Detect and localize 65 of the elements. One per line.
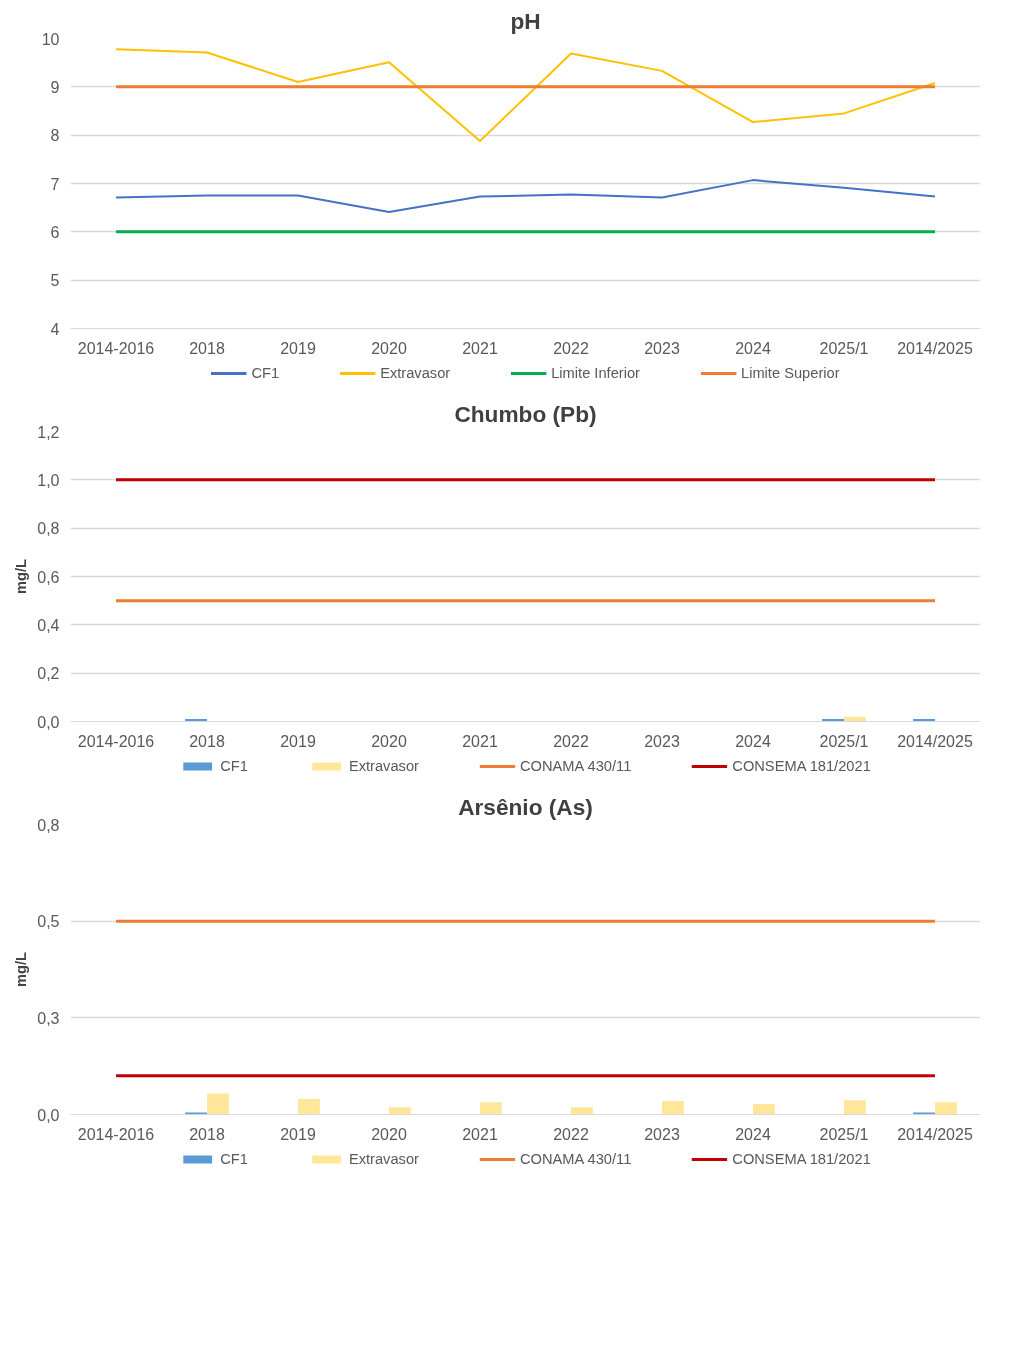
x-tick-label: 2021 (462, 1125, 498, 1143)
legend-label: CONSEMA 181/2021 (732, 758, 871, 774)
x-tick-label: 2019 (280, 1125, 316, 1143)
x-tick-label: 2014-2016 (77, 732, 155, 750)
x-tick-label: 2018 (189, 1125, 225, 1143)
legend-label: Extravasor (348, 1151, 419, 1167)
x-tick-label: 2020 (371, 732, 407, 750)
legend-label: Limite Inferior (551, 365, 640, 381)
y-tick-label: 8 (50, 127, 60, 145)
x-tick-label: 2021 (462, 339, 498, 357)
legend-label: CF1 (220, 758, 248, 774)
y-tick-label: 0,0 (37, 1106, 60, 1124)
x-tick-label: 2020 (371, 1125, 407, 1143)
x-tick-label: 2022 (553, 339, 589, 357)
y-tick-label: 1,0 (37, 471, 60, 489)
legend-label: CONAMA 430/11 (519, 1151, 632, 1167)
x-tick-label: 2018 (189, 339, 225, 357)
x-tick-label: 2024 (735, 339, 771, 357)
legend-label: Limite Superior (740, 365, 840, 381)
legend-label: Extravasor (348, 758, 419, 774)
y-tick-label: 9 (50, 78, 60, 96)
x-tick-label: 2014-2016 (77, 339, 155, 357)
x-tick-label: 2021 (462, 732, 498, 750)
y-tick-label: 0,0 (37, 713, 60, 731)
chart-title: Arsênio (As) (458, 793, 593, 820)
chart-title: Chumbo (Pb) (454, 400, 597, 427)
y-tick-label: 0,6 (37, 568, 60, 586)
y-axis-title: mg/L (13, 951, 30, 987)
x-tick-label: 2014/2025 (897, 339, 973, 357)
x-tick-label: 2014-2016 (77, 1125, 155, 1143)
y-tick-label: 5 (50, 272, 60, 290)
x-tick-label: 2023 (644, 339, 680, 357)
x-tick-label: 2018 (189, 732, 225, 750)
x-tick-label: 2014/2025 (897, 1125, 973, 1143)
x-tick-label: 2024 (735, 1125, 771, 1143)
x-tick-label: 2024 (735, 732, 771, 750)
legend-label: CF1 (251, 365, 280, 381)
x-tick-label: 2019 (280, 339, 316, 357)
x-tick-label: 2023 (644, 1125, 680, 1143)
legend-label: Extravasor (380, 365, 451, 381)
y-tick-label: 6 (50, 223, 60, 241)
y-tick-label: 0,8 (37, 520, 60, 538)
y-axis-title: mg/L (13, 558, 30, 594)
x-tick-label: 2022 (553, 1125, 589, 1143)
y-tick-label: 4 (50, 320, 60, 338)
x-tick-label: 2014/2025 (897, 732, 973, 750)
y-tick-label: 0,8 (37, 816, 60, 834)
chart-title: pH (510, 7, 541, 34)
x-tick-label: 2019 (280, 732, 316, 750)
x-tick-label: 2022 (553, 732, 589, 750)
legend-label: CF1 (220, 1151, 248, 1167)
x-tick-label: 2025/1 (819, 339, 869, 357)
x-tick-label: 2025/1 (819, 732, 869, 750)
x-tick-label: 2023 (644, 732, 680, 750)
y-tick-label: 0,2 (37, 665, 60, 683)
y-tick-label: 7 (50, 175, 60, 193)
x-tick-label: 2025/1 (819, 1125, 869, 1143)
y-tick-label: 0,4 (37, 616, 60, 634)
y-tick-label: 0,3 (37, 1009, 60, 1027)
legend-label: CONAMA 430/11 (519, 758, 632, 774)
y-tick-label: 0,5 (37, 913, 60, 931)
y-tick-label: 1,2 (37, 423, 60, 441)
x-tick-label: 2020 (371, 339, 407, 357)
legend-label: CONSEMA 181/2021 (732, 1151, 871, 1167)
y-tick-label: 10 (41, 30, 60, 48)
